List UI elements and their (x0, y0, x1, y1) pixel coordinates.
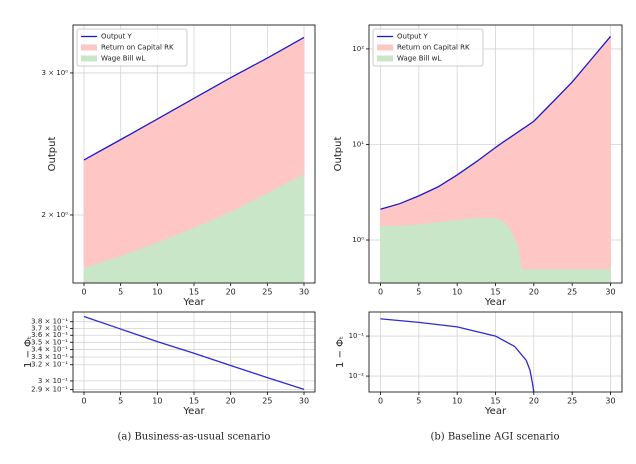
y-tick-label: 10¹ (352, 140, 364, 148)
y-tick-label: 10⁰ (352, 236, 364, 244)
x-tick-label: 25 (262, 397, 272, 406)
x-tick-label: 30 (605, 288, 615, 297)
y-tick-label: 3.4 × 10⁻¹ (31, 346, 68, 354)
legend-label: Output Y (101, 33, 133, 41)
caption: (b) Baseline AGI scenario (430, 432, 559, 443)
y-tick-label: 3.3 × 10⁻¹ (31, 353, 68, 361)
x-tick-label: 5 (416, 397, 421, 406)
x-tick-label: 10 (452, 397, 462, 406)
x-axis-label: Year (484, 297, 507, 308)
y-tick-label: 3.5 × 10⁻¹ (31, 338, 68, 346)
y-tick-label: 3.2 × 10⁻¹ (31, 361, 68, 369)
legend-label: Output Y (397, 33, 429, 41)
y-tick-label: 3.6 × 10⁻¹ (31, 331, 68, 339)
x-tick-label: 10 (152, 288, 162, 297)
y-tick-label: 10⁻¹ (349, 332, 365, 340)
legend-box (76, 28, 188, 67)
plot-frame (368, 311, 623, 393)
plot-frame (72, 311, 316, 393)
y-tick-label: 10⁻² (349, 372, 365, 380)
x-tick-label: 5 (118, 397, 123, 406)
y-tick-label: 3 × 10⁻¹ (38, 377, 68, 385)
x-tick-label: 25 (567, 288, 577, 297)
x-tick-label: 15 (189, 288, 199, 297)
legend-box (372, 28, 484, 67)
x-tick-label: 15 (490, 397, 500, 406)
x-tick-label: 30 (605, 397, 615, 406)
x-tick-label: 15 (189, 397, 199, 406)
legend-swatch (81, 55, 97, 62)
x-tick-label: 0 (378, 288, 383, 297)
x-axis-label: Year (182, 297, 205, 308)
y-axis-label: Output (47, 137, 58, 172)
plot-frame (368, 24, 623, 284)
legend-swatch (81, 44, 97, 51)
legend-label: Wage Bill wL (101, 55, 145, 63)
legend-label: Return on Capital RK (101, 44, 174, 52)
legend-label: Wage Bill wL (397, 55, 441, 63)
y-tick-label: 2.9 × 10⁻¹ (31, 385, 68, 393)
line (83, 36, 305, 161)
x-tick-label: 5 (416, 288, 421, 297)
x-tick-label: 10 (452, 288, 462, 297)
plot-frame (72, 24, 316, 284)
x-tick-label: 10 (152, 397, 162, 406)
x-tick-label: 25 (262, 288, 272, 297)
y-axis-label: Output (333, 137, 344, 172)
x-tick-label: 0 (378, 397, 383, 406)
y-axis-label: 1 − Φₜ (335, 336, 346, 368)
x-tick-label: 20 (529, 288, 539, 297)
x-tick-label: 0 (81, 397, 86, 406)
legend-swatch (377, 55, 393, 62)
x-tick-label: 20 (529, 397, 539, 406)
x-tick-label: 30 (299, 288, 309, 297)
legend-label: Return on Capital RK (397, 44, 470, 52)
x-axis-label: Year (182, 406, 205, 417)
x-tick-label: 15 (490, 288, 500, 297)
x-axis-label: Year (484, 406, 507, 417)
x-tick-label: 0 (81, 288, 86, 297)
x-tick-label: 5 (118, 288, 123, 297)
y-tick-label: 3.7 × 10⁻¹ (31, 324, 68, 332)
legend-swatch (377, 44, 393, 51)
y-tick-label: 3.8 × 10⁻¹ (31, 318, 68, 326)
y-tick-label: 2 × 10⁰ (42, 211, 69, 219)
x-tick-label: 30 (299, 397, 309, 406)
y-tick-label: 10² (352, 45, 364, 53)
line (83, 315, 305, 391)
line (380, 36, 611, 210)
y-tick-label: 3 × 10⁰ (42, 69, 69, 77)
y-axis-label: 1 − Φₜ (23, 336, 34, 368)
x-tick-label: 20 (226, 288, 236, 297)
line (380, 318, 535, 393)
caption: (a) Business-as-usual scenario (118, 432, 271, 443)
x-tick-label: 20 (226, 397, 236, 406)
x-tick-label: 25 (567, 397, 577, 406)
